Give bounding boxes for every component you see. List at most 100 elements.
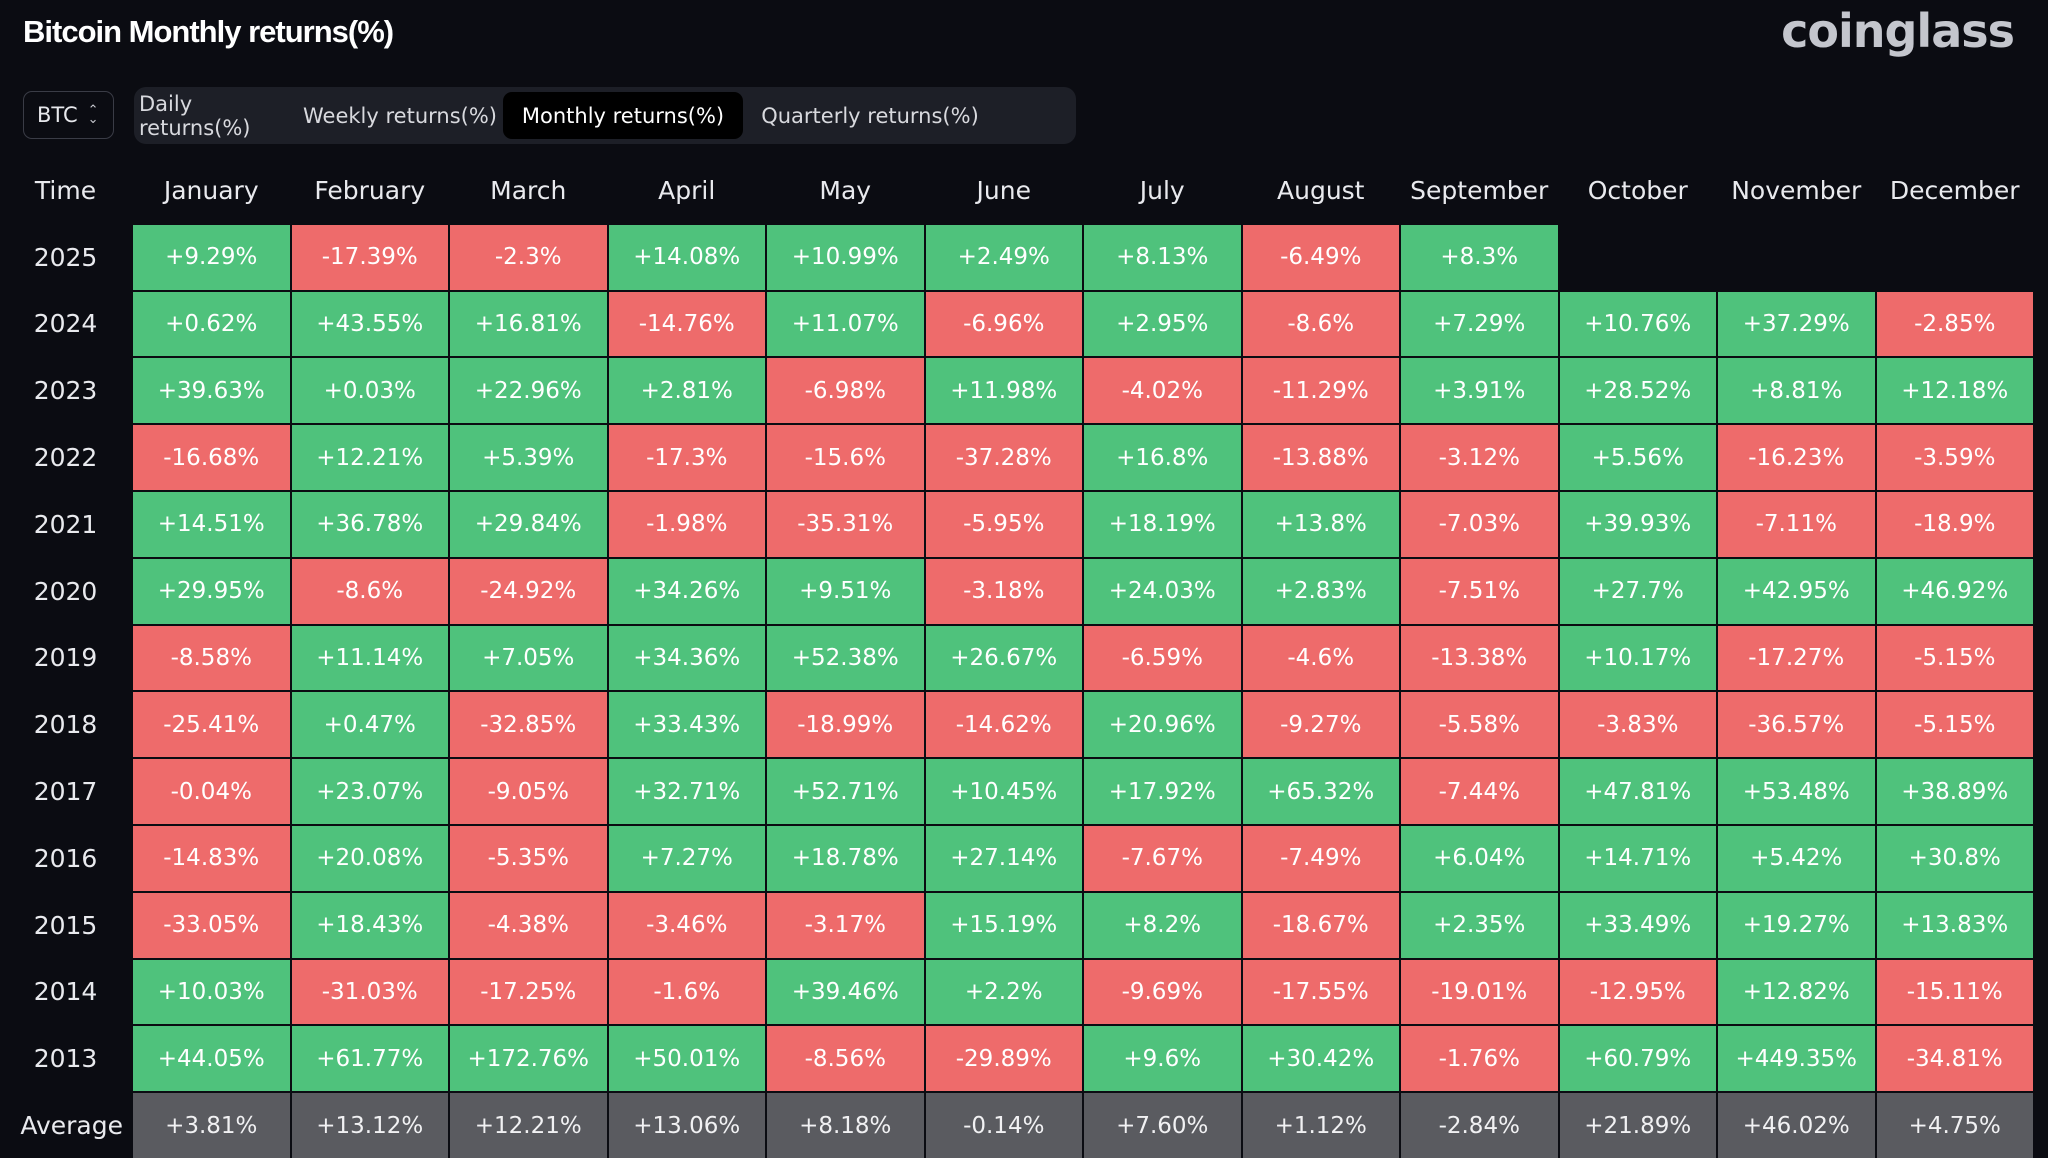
return-cell[interactable]: -9.69% xyxy=(1084,959,1241,1025)
return-cell[interactable]: -5.35% xyxy=(450,825,607,891)
return-cell[interactable]: +8.3% xyxy=(1401,224,1558,290)
return-cell[interactable]: +8.2% xyxy=(1084,892,1241,958)
return-cell[interactable]: +5.56% xyxy=(1559,425,1716,490)
return-cell[interactable]: +39.46% xyxy=(767,959,924,1025)
return-cell[interactable]: -8.6% xyxy=(1242,291,1399,357)
return-cell[interactable]: -16.23% xyxy=(1718,425,1875,490)
return-cell[interactable]: -11.29% xyxy=(1242,358,1399,424)
return-cell[interactable]: +33.49% xyxy=(1559,892,1716,958)
return-cell[interactable]: +37.29% xyxy=(1718,291,1875,357)
return-cell[interactable]: -6.49% xyxy=(1242,224,1399,290)
return-cell[interactable]: -0.04% xyxy=(133,759,290,824)
coinglass-logo[interactable]: coinglass xyxy=(1781,4,2015,58)
return-cell[interactable]: +19.27% xyxy=(1718,892,1875,958)
return-cell[interactable]: -31.03% xyxy=(291,959,448,1025)
return-cell[interactable]: +13.83% xyxy=(1876,892,2033,958)
return-cell[interactable]: -4.02% xyxy=(1084,358,1241,424)
return-cell[interactable]: +33.43% xyxy=(608,692,765,758)
return-cell[interactable]: +20.96% xyxy=(1084,692,1241,758)
return-cell[interactable]: -18.67% xyxy=(1242,892,1399,958)
return-cell[interactable]: -6.98% xyxy=(767,358,924,424)
return-cell[interactable]: -1.6% xyxy=(608,959,765,1025)
return-cell[interactable]: +2.49% xyxy=(925,224,1082,290)
tab-daily-returns[interactable]: Daily returns(%) xyxy=(139,91,251,140)
return-cell[interactable]: +172.76% xyxy=(450,1026,607,1092)
return-cell[interactable]: +12.21% xyxy=(291,425,448,490)
return-cell[interactable]: -3.18% xyxy=(925,558,1082,624)
return-cell[interactable]: +11.98% xyxy=(925,358,1082,424)
return-cell[interactable]: +18.78% xyxy=(767,825,924,891)
return-cell[interactable]: +46.92% xyxy=(1876,558,2033,624)
return-cell[interactable]: +23.07% xyxy=(291,759,448,824)
return-cell[interactable]: -5.95% xyxy=(925,491,1082,557)
return-cell[interactable]: +0.62% xyxy=(133,291,290,357)
return-cell[interactable]: +27.14% xyxy=(925,825,1082,891)
return-cell[interactable]: +5.42% xyxy=(1718,825,1875,891)
return-cell[interactable]: +9.51% xyxy=(767,558,924,624)
return-cell[interactable]: -29.89% xyxy=(925,1026,1082,1092)
return-cell[interactable]: +15.19% xyxy=(925,892,1082,958)
return-cell[interactable]: -18.99% xyxy=(767,692,924,758)
return-cell[interactable]: +6.04% xyxy=(1401,825,1558,891)
return-cell[interactable]: -18.9% xyxy=(1876,491,2033,557)
return-cell[interactable]: +47.81% xyxy=(1559,759,1716,824)
return-cell[interactable]: +24.03% xyxy=(1084,558,1241,624)
return-cell[interactable]: -3.12% xyxy=(1401,425,1558,490)
return-cell[interactable]: +7.05% xyxy=(450,625,607,691)
return-cell[interactable]: -17.39% xyxy=(291,224,448,290)
return-cell[interactable]: +11.14% xyxy=(291,625,448,691)
return-cell[interactable]: +16.81% xyxy=(450,291,607,357)
return-cell[interactable]: +61.77% xyxy=(291,1026,448,1092)
return-cell[interactable]: -9.27% xyxy=(1242,692,1399,758)
return-cell[interactable]: -15.11% xyxy=(1876,959,2033,1025)
return-cell[interactable]: -25.41% xyxy=(133,692,290,758)
return-cell[interactable]: +34.36% xyxy=(608,625,765,691)
return-cell[interactable]: +60.79% xyxy=(1559,1026,1716,1092)
return-cell[interactable]: +30.42% xyxy=(1242,1026,1399,1092)
return-cell[interactable]: +29.95% xyxy=(133,558,290,624)
tab-weekly-returns[interactable]: Weekly returns(%) xyxy=(303,103,497,128)
return-cell[interactable]: +2.81% xyxy=(608,358,765,424)
return-cell[interactable]: -6.59% xyxy=(1084,625,1241,691)
return-cell[interactable]: +13.8% xyxy=(1242,491,1399,557)
return-cell[interactable]: +9.29% xyxy=(133,224,290,290)
return-cell[interactable]: -8.6% xyxy=(291,558,448,624)
return-cell[interactable]: +22.96% xyxy=(450,358,607,424)
return-cell[interactable]: +34.26% xyxy=(608,558,765,624)
return-cell[interactable]: +39.63% xyxy=(133,358,290,424)
return-cell[interactable]: +17.92% xyxy=(1084,759,1241,824)
return-cell[interactable]: +29.84% xyxy=(450,491,607,557)
return-cell[interactable]: -13.88% xyxy=(1242,425,1399,490)
return-cell[interactable]: -16.68% xyxy=(133,425,290,490)
return-cell[interactable]: +20.08% xyxy=(291,825,448,891)
return-cell[interactable]: +12.82% xyxy=(1718,959,1875,1025)
return-cell[interactable]: -37.28% xyxy=(925,425,1082,490)
return-cell[interactable]: -24.92% xyxy=(450,558,607,624)
return-cell[interactable]: +2.95% xyxy=(1084,291,1241,357)
return-cell[interactable]: +14.51% xyxy=(133,491,290,557)
return-cell[interactable]: -4.6% xyxy=(1242,625,1399,691)
return-cell[interactable]: +30.8% xyxy=(1876,825,2033,891)
return-cell[interactable]: -19.01% xyxy=(1401,959,1558,1025)
return-cell[interactable]: -7.67% xyxy=(1084,825,1241,891)
return-cell[interactable]: +5.39% xyxy=(450,425,607,490)
return-cell[interactable]: -8.58% xyxy=(133,625,290,691)
return-cell[interactable]: -13.38% xyxy=(1401,625,1558,691)
return-cell[interactable]: +2.2% xyxy=(925,959,1082,1025)
return-cell[interactable]: -17.27% xyxy=(1718,625,1875,691)
return-cell[interactable]: +14.08% xyxy=(608,224,765,290)
return-cell[interactable]: +10.45% xyxy=(925,759,1082,824)
return-cell[interactable]: +16.8% xyxy=(1084,425,1241,490)
return-cell[interactable]: -14.83% xyxy=(133,825,290,891)
return-cell[interactable]: +52.38% xyxy=(767,625,924,691)
return-cell[interactable]: +0.03% xyxy=(291,358,448,424)
return-cell[interactable]: -7.49% xyxy=(1242,825,1399,891)
return-cell[interactable]: -1.98% xyxy=(608,491,765,557)
return-cell[interactable]: -1.76% xyxy=(1401,1026,1558,1092)
return-cell[interactable]: +32.71% xyxy=(608,759,765,824)
return-cell[interactable]: +9.6% xyxy=(1084,1026,1241,1092)
return-cell[interactable]: +8.81% xyxy=(1718,358,1875,424)
return-cell[interactable]: +18.19% xyxy=(1084,491,1241,557)
return-cell[interactable]: -3.83% xyxy=(1559,692,1716,758)
return-cell[interactable]: -9.05% xyxy=(450,759,607,824)
